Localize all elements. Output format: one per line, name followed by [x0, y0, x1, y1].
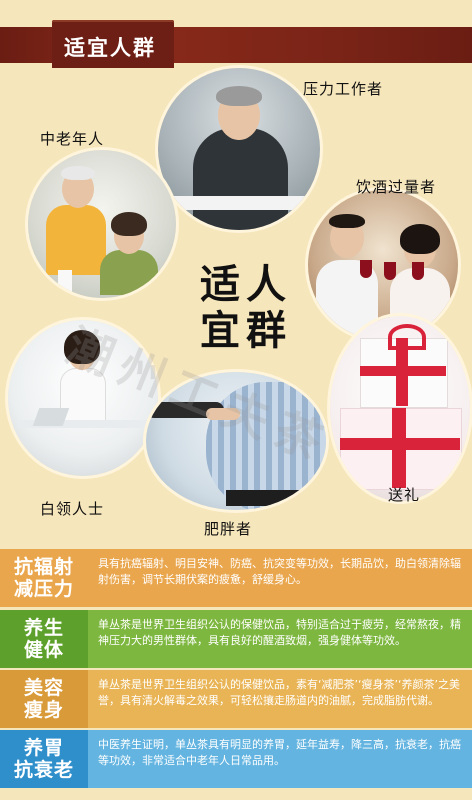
feature-text: 中医养生证明，单丛茶具有明显的养胃，延年益寿，降三高，抗衰老，抗癌等功效，非常适… [98, 738, 461, 767]
feature-tag-line1: 养胃 [23, 737, 64, 759]
finger-shape [206, 408, 240, 420]
feature-text: 单丛茶是世界卫生组织公认的保健饮品，素有‘减肥茶’‘瘦身茶’‘养颜茶’之美誉，具… [98, 678, 460, 707]
center-word-2: 人 [246, 261, 286, 308]
label-gift: 送礼 [388, 486, 421, 504]
feature-tag-line2: 抗衰老 [13, 759, 74, 781]
belly-shirt [206, 382, 326, 510]
desk-paper [168, 196, 310, 210]
white-collar-image [8, 320, 158, 476]
center-word-3: 宜 [200, 307, 240, 354]
center-word-4: 群 [246, 307, 286, 354]
desk-shape [18, 420, 148, 428]
ribbon-h1 [360, 366, 446, 376]
elderly-couple-image [28, 150, 176, 298]
hair-shape [64, 330, 100, 364]
label-obese: 肥胖者 [204, 520, 253, 538]
woman-hair [400, 224, 440, 254]
feature-tag-line2: 减压力 [13, 578, 74, 600]
feature-row-beauty: 美容 瘦身 单丛茶是世界卫生组织公认的保健饮品，素有‘减肥茶’‘瘦身茶’‘养颜茶… [0, 670, 472, 728]
man-hair [61, 166, 95, 180]
feature-tag: 养胃 抗衰老 [0, 730, 88, 788]
feature-row-stomach: 养胃 抗衰老 中医养生证明，单丛茶具有明显的养胃，延年益寿，降三高，抗衰老，抗癌… [0, 730, 472, 788]
header-tab [52, 20, 174, 68]
pressure-worker-image [158, 68, 320, 230]
feature-tag-line1: 抗辐射 [13, 556, 74, 578]
shirt-shape [60, 368, 106, 426]
feature-tag-line2: 瘦身 [23, 699, 64, 721]
trousers [58, 270, 72, 298]
hair-shape [216, 86, 262, 106]
green-top [100, 250, 158, 295]
label-white-collar: 白领人士 [40, 500, 105, 518]
center-word-1: 适 [200, 261, 240, 308]
feature-tag: 养生 健体 [0, 610, 88, 668]
man-hair [329, 214, 365, 228]
wine-glass-2 [384, 262, 396, 280]
drinking-image [308, 190, 458, 340]
feature-tag: 抗辐射 减压力 [0, 549, 88, 607]
wine-glass-3 [412, 262, 424, 280]
bow [388, 324, 426, 350]
belt-shape [226, 490, 326, 506]
ribbon-h2 [340, 438, 460, 450]
label-heavy-drinker: 饮酒过量者 [356, 178, 437, 196]
label-elderly: 中老年人 [40, 130, 105, 148]
feature-row-health: 养生 健体 单丛茶是世界卫生组织公认的保健饮品，特别适合过于疲劳，经常熬夜，精神… [0, 610, 472, 668]
feature-text: 具有抗癌辐射、明目安神、防癌、抗突变等功效，长期品饮，助白领清除辐射伤害，调节长… [98, 557, 461, 586]
feature-tag-line2: 健体 [23, 639, 64, 661]
feature-row-anti-radiation: 抗辐射 减压力 具有抗癌辐射、明目安神、防癌、抗突变等功效，长期品饮，助白领清除… [0, 549, 472, 607]
feature-tag: 美容 瘦身 [0, 670, 88, 728]
wine-glass-1 [360, 260, 372, 278]
woman-hair [111, 212, 147, 236]
feature-tag-line1: 美容 [23, 677, 64, 699]
yellow-sweater [46, 205, 106, 275]
feature-text: 单丛茶是世界卫生组织公认的保健饮品，特别适合过于疲劳，经常熬夜，精神压力大的男性… [98, 618, 461, 647]
suit-shape [193, 128, 288, 230]
sleeve-arm [146, 402, 224, 418]
header-title: 适宜人群 [64, 35, 156, 60]
obese-image [146, 372, 326, 510]
label-pressure-worker: 压力工作者 [303, 80, 384, 98]
gift-image [330, 316, 470, 501]
feature-tag-line1: 养生 [23, 617, 64, 639]
